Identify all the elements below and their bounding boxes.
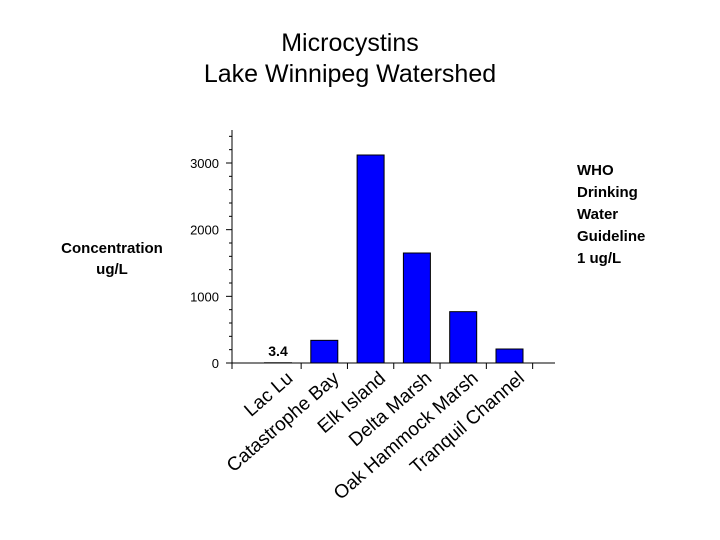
note-line: 1 ug/L (577, 250, 622, 267)
chart-title-line-1: Microcystins (281, 29, 419, 57)
bar-5 (495, 348, 524, 364)
note-line: WHO (577, 162, 614, 179)
note-line: Drinking (577, 184, 638, 201)
bars (264, 154, 524, 364)
y-tick-label: 2000 (190, 223, 219, 238)
y-tick-label: 1000 (190, 289, 219, 304)
y-axis-label: Concentration ug/L (50, 238, 174, 280)
note-line: Guideline (577, 228, 646, 245)
y-tick-label: 3000 (190, 156, 219, 171)
y-axis-label-line-1: Concentration (61, 240, 163, 257)
y-tick-label: 0 (212, 356, 219, 371)
chart-title-line-2: Lake Winnipeg Watershed (203, 60, 497, 88)
bar-1 (310, 339, 339, 364)
note-line: Water (577, 206, 619, 223)
who-guideline-note: WHO Drinking Water Guideline 1 ug/L (577, 160, 697, 270)
bar-2 (356, 154, 385, 364)
y-axis-label-line-2: ug/L (96, 261, 128, 278)
axes (226, 130, 555, 369)
bar-3 (402, 252, 431, 364)
chart-title: Microcystins Lake Winnipeg Watershed (0, 28, 700, 90)
bar-4 (449, 311, 478, 364)
data-label: 3.4 (268, 343, 288, 359)
